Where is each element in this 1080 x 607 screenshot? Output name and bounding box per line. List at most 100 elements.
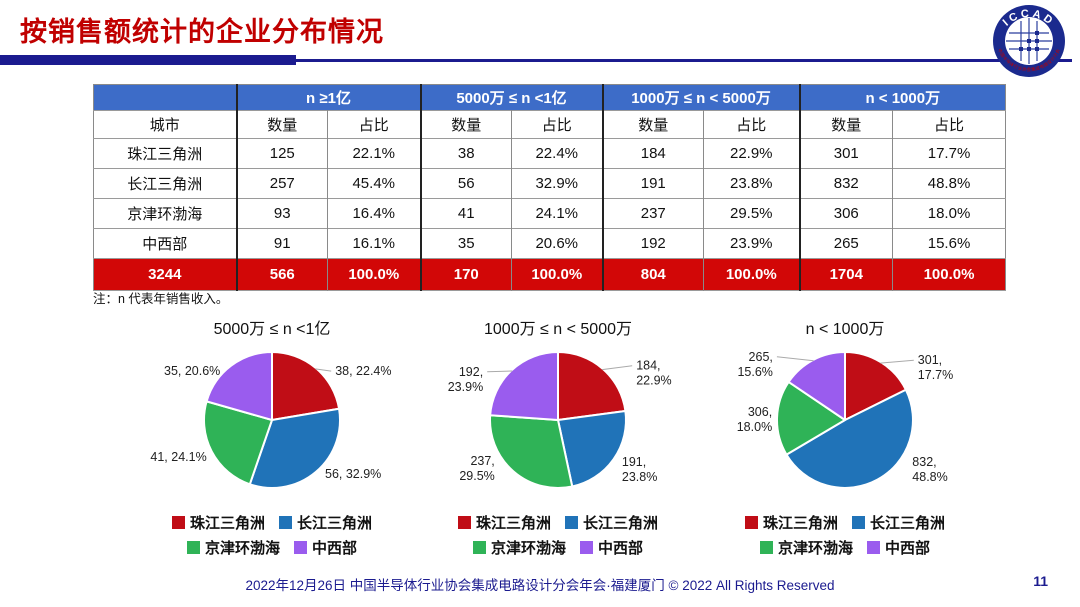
label-leader-line <box>880 359 914 364</box>
table-cell: 22.9% <box>703 138 801 169</box>
page-number: 11 <box>1033 573 1048 589</box>
sales-table-wrap: n ≥1亿 5000万 ≤ n <1亿 1000万 ≤ n < 5000万 n < 1… <box>93 84 1007 291</box>
table-city-header: 城市 <box>93 110 238 139</box>
pie-slice <box>271 351 341 421</box>
label-leader-line <box>776 356 814 362</box>
pie-slice <box>785 388 914 489</box>
legend-item: 中西部 <box>580 537 643 558</box>
pie-data-label: 56, 32.9% <box>325 467 381 481</box>
table-sub-header: 数量 <box>602 110 704 139</box>
legend-item: 京津环渤海 <box>472 537 566 558</box>
label-leader-line <box>315 368 332 372</box>
legend-item: 珠江三角洲 <box>171 512 265 533</box>
table-cell: 23.9% <box>703 228 801 259</box>
title-underline-thin <box>0 59 1072 62</box>
table-city-cell: 京津环渤海 <box>93 198 238 229</box>
pie-slice <box>489 351 559 421</box>
table-cell: 22.4% <box>511 138 604 169</box>
legend-item: 珠江三角洲 <box>457 512 551 533</box>
legend-label: 长江三角洲 <box>870 515 946 532</box>
pie-slice <box>787 351 846 421</box>
sales-table: n ≥1亿 5000万 ≤ n <1亿 1000万 ≤ n < 5000万 n < 1… <box>93 84 1007 291</box>
legend-row: 珠江三角洲 长江三角洲 <box>695 512 995 533</box>
legend-item: 长江三角洲 <box>565 512 658 533</box>
footer-text: 2022年12月26日 中国半导体行业协会集成电路设计分会年会·福建厦门 © 2… <box>245 578 835 593</box>
pie-svg: 5000万 ≤ n <1亿 38, 22.4% 56, 32.9% 41, 24.1%… <box>150 320 391 489</box>
table-cell: 23.8% <box>703 168 801 199</box>
pie-data-label: 192, 23.9% <box>448 365 483 394</box>
table-group-header: n < 1000万 <box>799 84 1006 111</box>
legend-swatch-icon <box>294 541 307 554</box>
pie-chart: 5000万 ≤ n <1亿 38, 22.4% 56, 32.9% 41, 24.1%… <box>122 306 422 506</box>
pie-title: n < 1000万 <box>806 321 885 338</box>
table-group-header: 1000万 ≤ n < 5000万 <box>602 84 801 111</box>
legend-row: 京津环渤海 中西部 <box>695 537 995 558</box>
legend-label: 京津环渤海 <box>204 540 280 557</box>
legend-swatch-icon <box>867 541 880 554</box>
table-total-cell: 100.0% <box>511 258 604 291</box>
pie-slice <box>248 407 341 489</box>
table-note: 注：n 代表年销售收入。 <box>93 292 229 306</box>
table-sub-header: 占比 <box>703 110 801 139</box>
table-cell: 191 <box>602 168 704 199</box>
table-total-cell: 170 <box>420 258 512 291</box>
legend-label: 长江三角洲 <box>297 515 373 532</box>
table-cell: 48.8% <box>927 175 971 192</box>
legend-item: 长江三角洲 <box>852 512 945 533</box>
table-cell: 237 <box>602 198 704 229</box>
legend-label: 长江三角洲 <box>583 515 659 532</box>
pie-slice <box>203 400 273 486</box>
table-sub-header: 数量 <box>236 110 328 139</box>
table-total-row: 3244 566 100.0% 170 100.0% 804 100.0% 1704 100.0… <box>93 258 1006 291</box>
legend-label: 京津环渤海 <box>777 540 853 557</box>
table-total-cell: 100.0% <box>892 258 1006 291</box>
pie-chart: 1000万 ≤ n < 5000万 184, 22.9% 191, 23.8% 237, 2… <box>408 306 708 506</box>
table-cell: 32.9% <box>511 168 604 199</box>
table-row: 珠江三角洲 125 22.1% 38 22.4% 184 22.9% 301 17.7% <box>93 138 1006 169</box>
table-total-city: 3244 <box>93 258 238 291</box>
legend-swatch-icon <box>759 541 773 554</box>
legend-swatch-icon <box>472 541 486 554</box>
iccad-logo: ICCAD 中国半导体行业协会集成电路设计分会 <box>993 5 1065 77</box>
table-total-cell: 1704 <box>799 258 894 291</box>
table-cell: 38 <box>420 138 512 169</box>
pie-slice <box>205 351 273 421</box>
table-city-cell: 珠江三角洲 <box>93 138 238 169</box>
pie-title: 5000万 ≤ n <1亿 <box>214 320 331 338</box>
table-cell: 35 <box>420 228 512 259</box>
table-row: 长江三角洲 257 45.4% 56 32.9% 191 23.8% 832 48.8% <box>93 168 1006 199</box>
table-cell: 20.6% <box>511 228 604 259</box>
table-sub-header: 占比 <box>511 110 604 139</box>
pie-legend: 珠江三角洲 长江三角洲 京津环渤海 中西部 <box>695 512 995 558</box>
table-cell: 45.4% <box>327 168 422 199</box>
pie-chart: n < 1000万 301, 17.7% 832, 48.8% 306, 18.0% 265,… <box>695 306 995 506</box>
legend-label: 珠江三角洲 <box>762 515 838 532</box>
page-title: 按销售额统计的企业分布情况 <box>20 17 384 47</box>
table-total-cell: 100.0% <box>703 258 801 291</box>
pie-data-label: 35, 20.6% <box>164 364 220 378</box>
legend-item: 中西部 <box>294 537 357 558</box>
pie-legend: 珠江三角洲 长江三角洲 京津环渤海 中西部 <box>408 512 708 558</box>
table-cell: 15.6% <box>927 235 971 252</box>
table-sub-header: 占比 <box>327 110 422 139</box>
table-cell: 306 <box>799 198 894 229</box>
table-cell: 91 <box>236 228 328 259</box>
legend-item: 京津环渤海 <box>186 537 280 558</box>
table-city-cell: 中西部 <box>93 228 238 259</box>
pie-data-label: 38, 22.4% <box>335 364 391 378</box>
pie-slice <box>844 351 907 421</box>
legend-item: 中西部 <box>867 537 930 558</box>
legend-label: 中西部 <box>598 540 644 557</box>
table-cell: 257 <box>236 168 328 199</box>
table-cell: 18.0% <box>927 205 971 222</box>
pie-data-label: 306, 18.0% <box>737 405 772 434</box>
table-sub-header: 占比 <box>934 117 965 134</box>
legend-item: 京津环渤海 <box>759 537 853 558</box>
table-total-cell: 100.0% <box>327 258 422 291</box>
label-leader-line <box>602 365 633 371</box>
pie-data-label: 191, 23.8% <box>622 455 657 484</box>
table-sub-header: 数量 <box>799 110 894 139</box>
logo-grid-dots <box>1019 31 1039 51</box>
table-corner-cell <box>93 84 238 111</box>
